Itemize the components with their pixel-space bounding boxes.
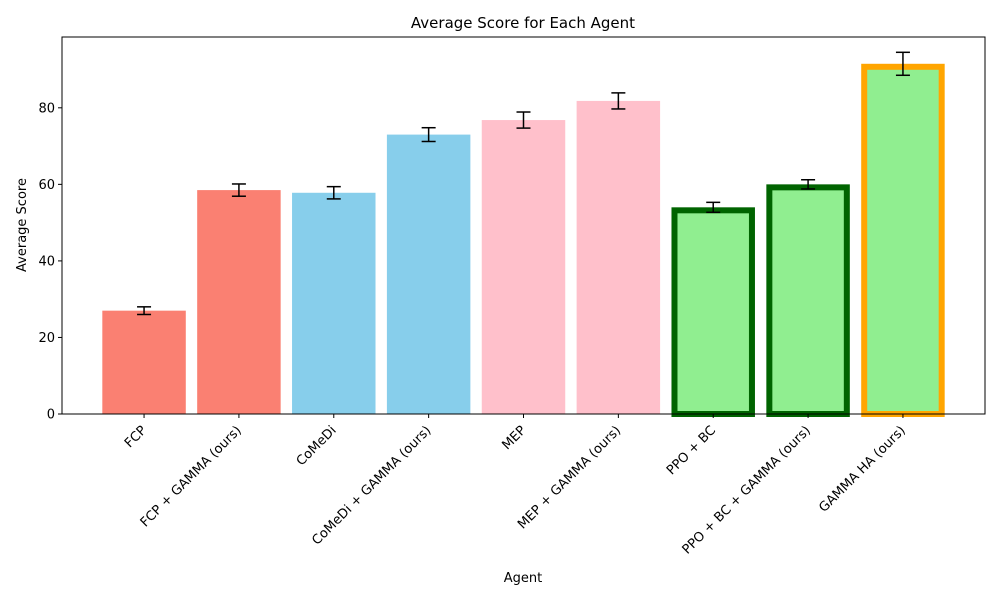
- bars-layer: [102, 63, 945, 418]
- y-tick-label: 80: [38, 101, 55, 116]
- x-tick-label: PPO + BC: [664, 423, 719, 478]
- bar: [576, 100, 661, 415]
- bar: [861, 63, 945, 418]
- y-tick-label: 20: [38, 331, 55, 346]
- bar: [671, 207, 755, 417]
- x-tick-label: FCP + GAMMA (ours): [138, 423, 245, 530]
- bar: [102, 310, 186, 414]
- x-axis-label: Agent: [504, 571, 542, 586]
- bar: [481, 120, 566, 415]
- x-tick-label: MEP + GAMMA (ours): [515, 423, 624, 532]
- x-tick-label: FCP: [122, 423, 150, 451]
- x-tick-label: CoMeDi: [294, 423, 340, 469]
- x-tick-label: GAMMA HA (ours): [816, 423, 908, 515]
- y-tick-label: 40: [38, 254, 55, 269]
- y-tick-label: 0: [47, 408, 55, 423]
- error-bars-layer: [137, 51, 910, 316]
- bar: [197, 190, 281, 414]
- bar: [766, 184, 850, 417]
- bar: [292, 192, 376, 414]
- y-tick-label: 60: [38, 178, 55, 193]
- chart-title: Average Score for Each Agent: [411, 14, 635, 32]
- bar: [386, 134, 471, 414]
- y-axis: 0 20 40 60 80: [38, 101, 62, 423]
- y-axis-label: Average Score: [15, 178, 30, 272]
- x-tick-label: MEP: [499, 423, 529, 453]
